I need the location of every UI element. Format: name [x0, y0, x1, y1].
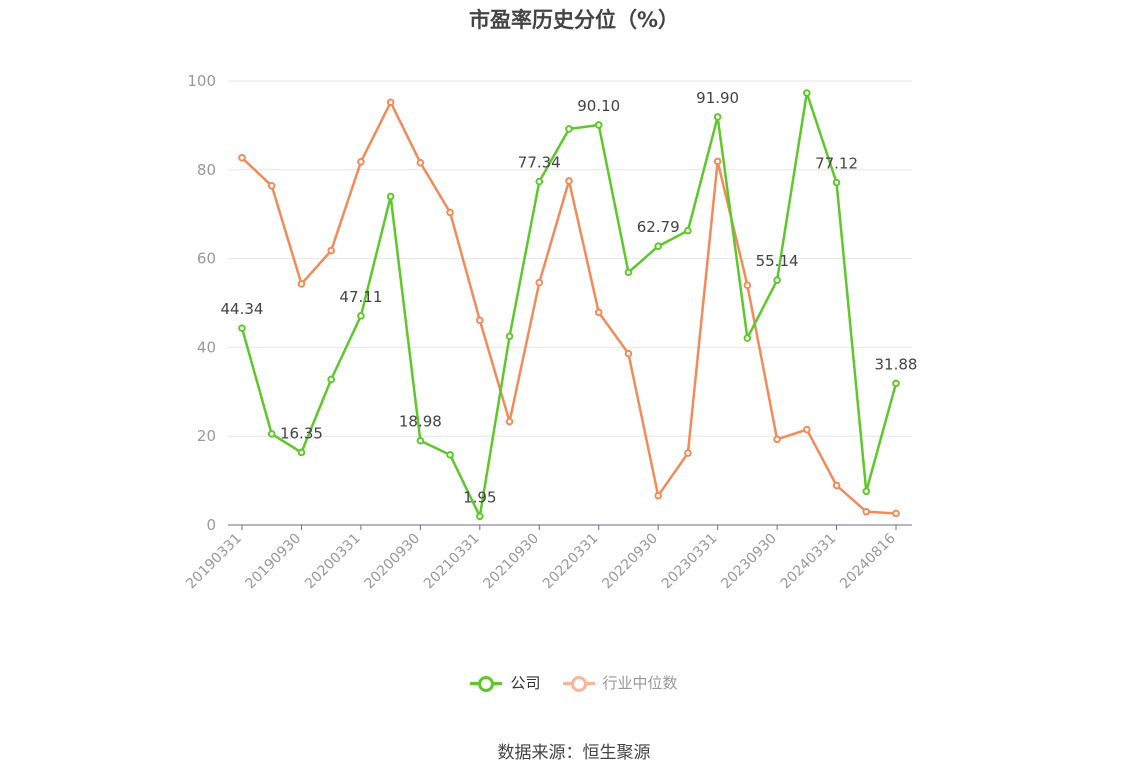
data-point-company	[892, 379, 900, 388]
y-tick-label: 0	[206, 516, 216, 534]
y-tick-label: 80	[197, 161, 216, 179]
data-label: 77.34	[518, 154, 561, 172]
data-label: 62.79	[637, 218, 680, 236]
data-point-industry	[416, 158, 425, 167]
data-point-industry	[476, 316, 484, 325]
y-tick-label: 100	[187, 72, 216, 90]
data-point-company	[803, 89, 811, 97]
y-tick-label: 60	[197, 250, 216, 268]
data-point-industry	[297, 280, 306, 288]
data-point-company	[327, 375, 335, 384]
data-point-industry	[832, 481, 841, 490]
data-label: 77.12	[815, 155, 858, 173]
data-point-company	[862, 487, 871, 496]
legend-industry-marker-icon	[562, 675, 595, 692]
data-point-company	[594, 121, 603, 129]
data-point-company	[565, 125, 573, 133]
x-tick-label: 20210331	[421, 531, 483, 593]
data-point-industry	[713, 157, 722, 166]
data-point-company	[416, 436, 425, 445]
data-point-industry	[684, 449, 692, 457]
data-label: 16.35	[280, 424, 323, 442]
legend-label-company: 公司	[510, 674, 541, 692]
x-tick-label: 20190930	[243, 531, 305, 593]
data-point-industry	[594, 308, 603, 317]
data-label: 90.10	[577, 97, 620, 115]
data-point-industry	[327, 246, 335, 255]
data-point-company	[654, 242, 662, 251]
data-point-industry	[773, 435, 781, 444]
data-point-industry	[535, 278, 544, 287]
x-tick-label: 20200331	[302, 531, 364, 593]
x-tick-label: 20230331	[659, 531, 721, 593]
data-point-industry	[267, 181, 276, 190]
data-point-company	[773, 276, 781, 284]
data-point-industry	[505, 417, 514, 426]
legend: 公司 行业中位数	[0, 672, 1148, 693]
series-line-industry	[241, 101, 897, 515]
data-point-company	[267, 430, 276, 438]
legend-item-company[interactable]: 公司	[470, 672, 541, 693]
data-point-industry	[565, 177, 573, 185]
data-point-industry	[357, 158, 365, 166]
legend-label-industry: 行业中位数	[602, 674, 678, 692]
data-label: 18.98	[399, 413, 442, 431]
data-point-company	[832, 178, 841, 187]
x-tick-label: 20210930	[480, 531, 542, 593]
chart-title: 市盈率历史分位（%）	[468, 8, 680, 32]
data-point-industry	[446, 208, 454, 217]
data-point-company	[238, 324, 246, 332]
source-note: 数据来源：恒生聚源	[497, 743, 651, 763]
data-point-company	[357, 312, 365, 320]
data-point-industry	[862, 507, 871, 516]
x-tick-label: 20220331	[540, 531, 602, 593]
data-point-company	[713, 113, 722, 121]
x-tick-label: 20200930	[361, 531, 423, 593]
x-tick-label: 20230930	[718, 531, 780, 593]
data-point-industry	[743, 281, 752, 290]
data-point-company	[297, 448, 306, 457]
data-point-industry	[238, 154, 246, 162]
y-tick-label: 40	[197, 338, 216, 356]
data-point-company	[476, 512, 484, 521]
y-tick-label: 20	[197, 427, 216, 445]
data-point-company	[624, 268, 633, 277]
data-label-layer: 44.34 16.35 47.11 18.98 1.95 77.34 90.10 62.79 9…	[221, 89, 918, 506]
legend-item-industry[interactable]: 行业中位数	[562, 672, 678, 693]
x-tick-label: 20190331	[183, 531, 245, 593]
data-point-company	[505, 332, 514, 341]
data-point-company	[684, 226, 692, 235]
data-point-industry	[892, 509, 900, 518]
data-point-industry	[803, 425, 811, 434]
axis-layer: 0 20 40 60 80 100 2019033120190930202003312020…	[183, 72, 912, 592]
data-label: 91.90	[696, 89, 739, 107]
grid-layer	[228, 80, 912, 437]
legend-company-marker-icon	[470, 675, 503, 692]
data-point-company	[535, 177, 544, 186]
data-label: 1.95	[463, 488, 496, 506]
data-point-company	[446, 451, 454, 459]
x-tick-label: 20240331	[778, 531, 840, 593]
data-point-industry	[654, 491, 662, 500]
data-label: 55.14	[756, 252, 799, 270]
x-tick-label: 20220930	[599, 531, 661, 593]
data-label: 47.11	[339, 288, 382, 306]
data-point-industry	[624, 349, 633, 358]
x-tick-label: 20240816	[837, 530, 899, 592]
series-layer	[238, 89, 900, 521]
data-label: 31.88	[875, 355, 918, 373]
data-point-company	[743, 334, 752, 342]
data-point-industry	[386, 98, 395, 107]
data-point-company	[386, 192, 395, 201]
data-label: 44.34	[221, 300, 264, 318]
